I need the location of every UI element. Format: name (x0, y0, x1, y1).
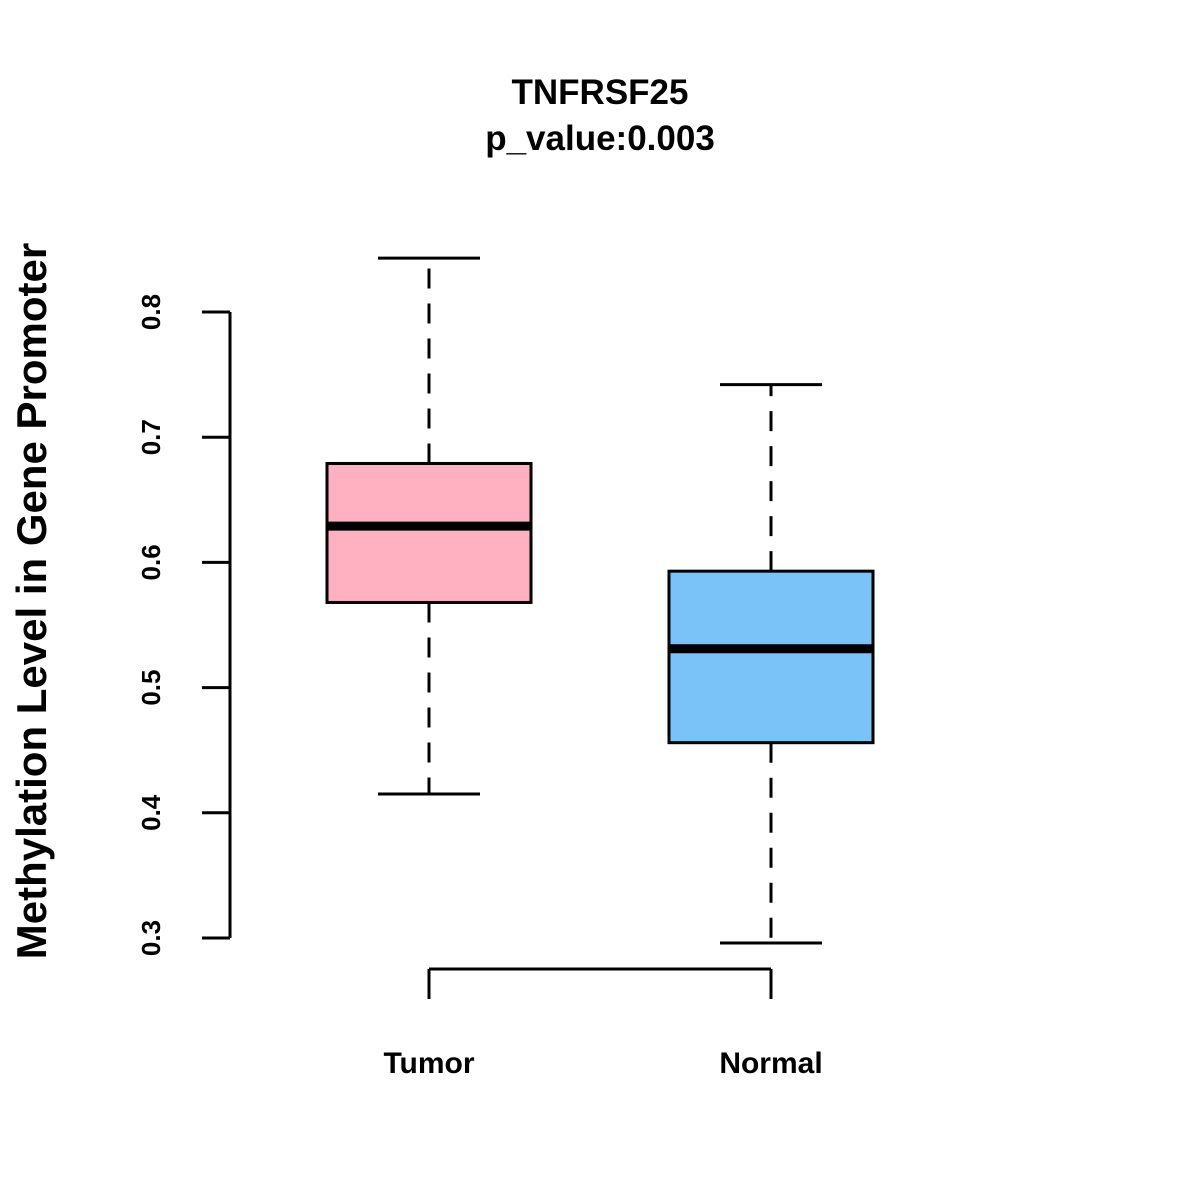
box-normal (667, 383, 875, 945)
x-tick-label: Normal (719, 1047, 822, 1080)
chart-title: TNFRSF25 (512, 73, 689, 112)
y-tick-label: 0.3 (136, 920, 166, 956)
y-tick-label: 0.7 (136, 419, 166, 455)
y-tick-label: 0.6 (136, 544, 166, 580)
box-iqr (325, 461, 533, 604)
x-axis: Tumor Normal (383, 967, 823, 1080)
boxes-layer (325, 256, 875, 945)
box-iqr (667, 569, 875, 745)
y-tick-label: 0.8 (136, 294, 166, 330)
y-axis: 0.3 0.4 0.5 0.6 0.7 0.8 (136, 294, 232, 956)
x-tick-label: Tumor (383, 1047, 474, 1080)
box-tumor (325, 256, 533, 796)
y-tick-label: 0.5 (136, 670, 166, 706)
y-axis-label: Methylation Level in Gene Promoter (8, 243, 55, 959)
chart-subtitle: p_value:0.003 (485, 119, 715, 158)
y-tick-label: 0.4 (136, 794, 166, 831)
